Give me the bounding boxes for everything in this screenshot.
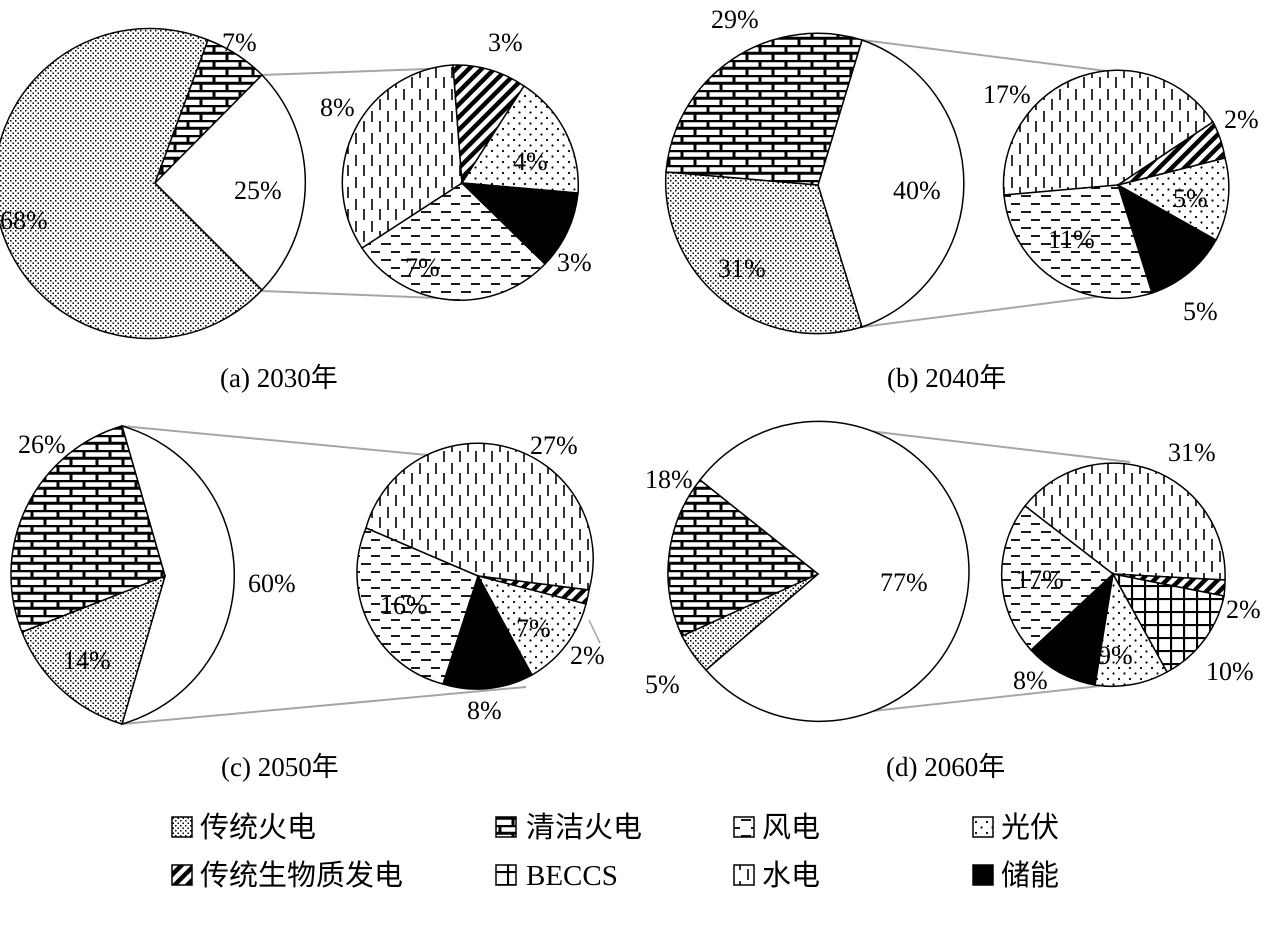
legend-label: 储能	[1001, 859, 1059, 892]
pct-label: 2%	[570, 641, 605, 670]
connector-line	[121, 686, 527, 725]
pct-label: 3%	[488, 28, 523, 57]
pie-slice-traditional-thermal	[21, 574, 167, 725]
pct-label: 68%	[0, 206, 48, 235]
pct-label: 8%	[1013, 666, 1048, 695]
pct-label: 40%	[893, 176, 941, 205]
panel-caption: (c) 2050年	[221, 752, 339, 782]
pie-slice-biomass	[452, 64, 526, 186]
pct-label: 31%	[718, 254, 766, 283]
pct-label: 25%	[234, 176, 282, 205]
legend-label: 传统火电	[200, 811, 316, 844]
pct-label: 9%	[1098, 641, 1133, 670]
pie-slice-pv	[476, 574, 587, 677]
pct-label: 4%	[513, 147, 548, 176]
pct-label: 2%	[1226, 595, 1261, 624]
pie-slice-traditional-thermal	[664, 171, 863, 335]
pie-slice-clean-thermal	[667, 478, 820, 637]
connector-line	[861, 39, 1131, 75]
pct-label: 29%	[711, 5, 759, 34]
pct-label: 7%	[516, 614, 551, 643]
pie-slice-storage	[1029, 571, 1115, 686]
pct-label: 5%	[645, 670, 680, 699]
legend-label: 传统生物质发电	[200, 859, 403, 892]
pct-label: 8%	[467, 696, 502, 725]
pct-label: 26%	[18, 430, 66, 459]
pie-slice-hydro	[341, 64, 463, 250]
legend-label: 清洁火电	[526, 811, 642, 844]
legend-swatch-pv	[972, 816, 994, 838]
pie-slice-exploded	[817, 39, 965, 328]
panel-c: 60% 14% 26% 2% 7% 8% 16% 27% (c) 2050年	[10, 424, 605, 782]
pct-label: 5%	[1173, 184, 1208, 213]
connector-line	[261, 290, 463, 300]
pie-slice-clean-thermal	[10, 425, 166, 633]
pie-slice-storage	[1116, 183, 1218, 294]
pct-label: 14%	[63, 646, 111, 675]
pct-label: 17%	[1016, 565, 1064, 594]
legend-swatch-hydro	[733, 864, 755, 886]
legend-label: 水电	[762, 859, 820, 892]
pie-slice-wind	[1003, 184, 1153, 300]
pct-label: 60%	[248, 569, 296, 598]
pct-label: 77%	[880, 568, 928, 597]
connector-line	[121, 425, 481, 461]
pie-slice-storage	[459, 182, 579, 266]
pie-slice-pv	[1115, 157, 1230, 242]
pct-label: 10%	[1206, 657, 1254, 686]
panel-caption: (a) 2030年	[220, 363, 338, 393]
pct-label: 16%	[380, 591, 428, 620]
leader-line	[588, 619, 601, 644]
pie-slice-clean-thermal	[665, 32, 863, 186]
panel-caption: (b) 2040年	[887, 363, 1006, 393]
legend-label: BECCS	[526, 860, 618, 892]
pct-label: 27%	[530, 431, 578, 460]
pie-slice-pv	[460, 84, 579, 194]
legend: 传统火电 清洁火电 风电 光伏 传统生物质发电 BECCS 水电 储能	[171, 811, 1059, 892]
pie-slice-hydro	[1023, 462, 1226, 581]
legend-swatch-biomass	[171, 864, 193, 886]
pie-slice-hydro	[1002, 69, 1215, 196]
legend-label: 光伏	[1001, 811, 1059, 844]
panel-caption: (d) 2060年	[886, 752, 1005, 782]
pie-slice-pv	[1094, 571, 1169, 688]
legend-label: 风电	[762, 811, 820, 844]
pie-slice-exploded	[698, 420, 970, 723]
pie-slice-hydro	[365, 442, 594, 591]
pct-label: 11%	[1048, 225, 1095, 254]
connector-line	[261, 67, 456, 76]
legend-swatch-wind	[733, 816, 755, 838]
panel-a: 68% 7% 25% 3% 4% 3% 7% 8% (a) 2030年	[0, 27, 592, 393]
pie-slice-traditional-thermal	[0, 27, 264, 340]
pct-label: 7%	[222, 28, 257, 57]
pct-label: 18%	[645, 465, 693, 494]
legend-swatch-beccs	[495, 864, 517, 886]
pct-label: 31%	[1168, 438, 1216, 467]
legend-swatch-traditional-thermal	[171, 816, 193, 838]
pct-label: 17%	[983, 80, 1031, 109]
legend-swatch-clean-thermal	[495, 816, 517, 838]
pct-label: 3%	[557, 248, 592, 277]
pie-slice-storage	[442, 574, 534, 690]
pie-slice-beccs	[1111, 572, 1225, 674]
legend-swatch-storage	[972, 864, 994, 886]
panel-d: 77% 5% 18% 2% 10% 9% 8% 17% 31% (d) 2060…	[645, 420, 1261, 782]
pct-label: 8%	[320, 93, 355, 122]
pie-slice-wind	[1000, 504, 1115, 652]
pct-label: 2%	[1224, 105, 1259, 134]
panel-b: 40% 31% 29% 2% 5% 5% 11% 17% (b) 2040年	[664, 5, 1259, 393]
pct-label: 5%	[1183, 297, 1218, 326]
pct-label: 7%	[405, 253, 440, 282]
pie-slice-wind	[356, 527, 479, 685]
pie-slice-wind	[360, 182, 547, 301]
pie-slice-exploded	[153, 73, 307, 292]
pie-slice-exploded	[120, 424, 235, 726]
